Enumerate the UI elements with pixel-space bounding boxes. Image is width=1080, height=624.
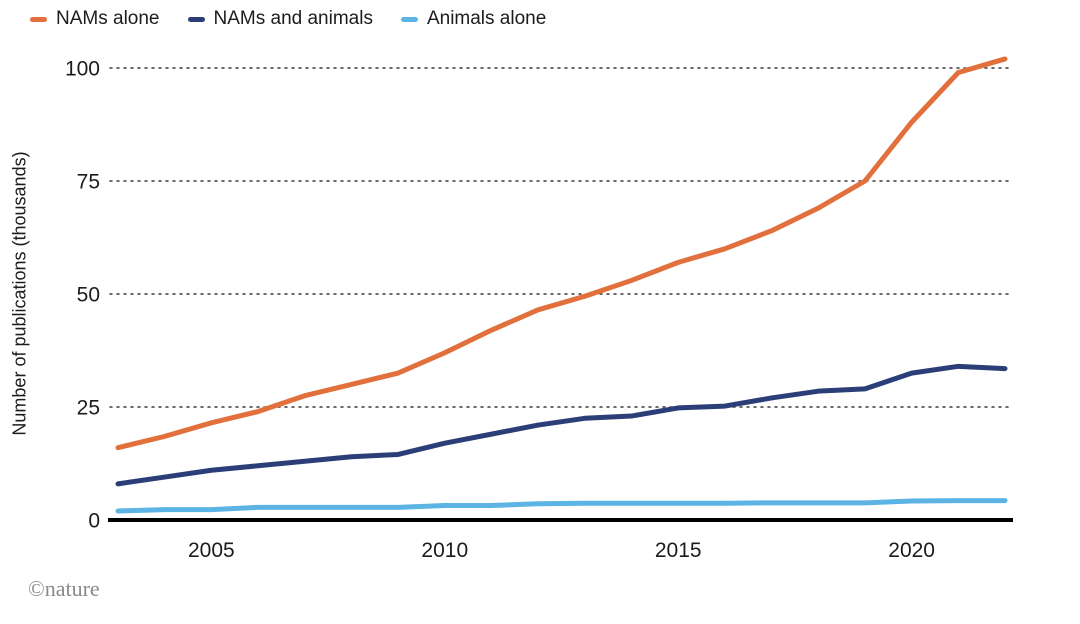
x-tick-label: 2020 (888, 539, 935, 562)
legend-item: Animals alone (400, 8, 547, 30)
legend-swatch (187, 16, 205, 22)
y-tick-label: 50 (77, 283, 100, 306)
legend-label: NAMs and animals (213, 8, 373, 29)
y-tick-label: 0 (88, 509, 100, 532)
legend-label: Animals alone (426, 8, 547, 29)
series-line-animals-alone (115, 498, 1008, 514)
legend-item: NAMs alone (30, 8, 160, 30)
series-line-nams-alone (115, 56, 1008, 451)
legend-label: NAMs alone (56, 8, 160, 29)
series-line-nams-and-animals (115, 363, 1008, 487)
x-tick-label: 2005 (188, 539, 235, 562)
x-tick-label: 2015 (655, 539, 702, 562)
x-tick-label: 2010 (421, 539, 468, 562)
legend-swatch (30, 16, 47, 22)
y-tick-label: 100 (65, 57, 100, 80)
y-tick-label: 75 (77, 170, 100, 193)
legend-item: NAMs and animals (187, 8, 373, 30)
chart-legend: NAMs alone NAMs and animals Animals alone (30, 4, 546, 34)
y-tick-label: 25 (77, 396, 100, 419)
legend-swatch (400, 16, 418, 22)
nature-credit: ©nature (28, 576, 100, 601)
